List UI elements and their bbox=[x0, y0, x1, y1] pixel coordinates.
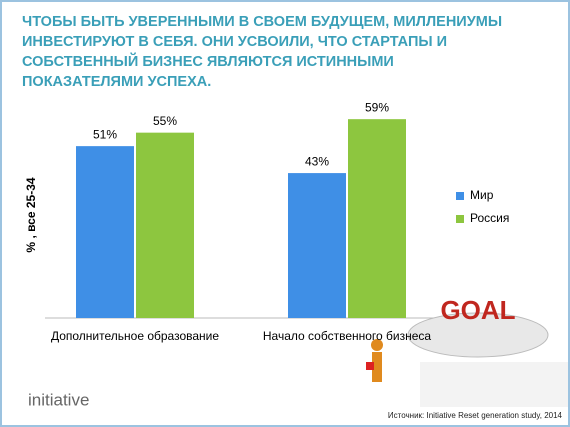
title-line: ПОКАЗАТЕЛЯМИ УСПЕХА. bbox=[22, 74, 211, 90]
legend-label: Мир bbox=[470, 188, 494, 202]
figure-head bbox=[371, 339, 383, 351]
title-block: ЧТОБЫ БЫТЬ УВЕРЕННЫМИ В СВОЕМ БУДУЩЕМ, М… bbox=[22, 14, 502, 90]
y-axis-label: % , все 25-34 bbox=[24, 177, 38, 252]
data-label: 59% bbox=[365, 100, 389, 114]
source: Источник: Initiative Reset generation st… bbox=[388, 411, 563, 420]
data-label: 51% bbox=[93, 127, 117, 141]
logo: initiative bbox=[28, 390, 89, 409]
data-label: 55% bbox=[153, 114, 177, 128]
legend-swatch bbox=[456, 192, 464, 200]
legend-label: Россия bbox=[470, 211, 509, 225]
goal-illustration: GOAL bbox=[366, 295, 568, 407]
bar bbox=[288, 173, 346, 318]
title-line: ИНВЕСТИРУЮТ В СЕБЯ. ОНИ УСВОИЛИ, ЧТО СТА… bbox=[22, 34, 447, 50]
legend-swatch bbox=[456, 215, 464, 223]
goal-base bbox=[420, 362, 568, 407]
bar bbox=[76, 146, 134, 318]
x-tick-label: Дополнительное образование bbox=[51, 329, 219, 343]
title-line: СОБСТВЕННЫЙ БИЗНЕС ЯВЛЯЮТСЯ ИСТИННЫМИ bbox=[22, 52, 394, 70]
puzzle-piece bbox=[366, 362, 374, 370]
title-line: ЧТОБЫ БЫТЬ УВЕРЕННЫМИ В СВОЕМ БУДУЩЕМ, М… bbox=[22, 14, 502, 30]
goal-text: GOAL bbox=[440, 295, 515, 325]
x-tick-label: Начало собственного бизнеса bbox=[263, 329, 432, 343]
bar bbox=[136, 132, 194, 318]
data-label: 43% bbox=[305, 154, 329, 168]
goal-disc bbox=[407, 312, 549, 358]
bar bbox=[348, 119, 406, 318]
figure bbox=[372, 352, 382, 382]
